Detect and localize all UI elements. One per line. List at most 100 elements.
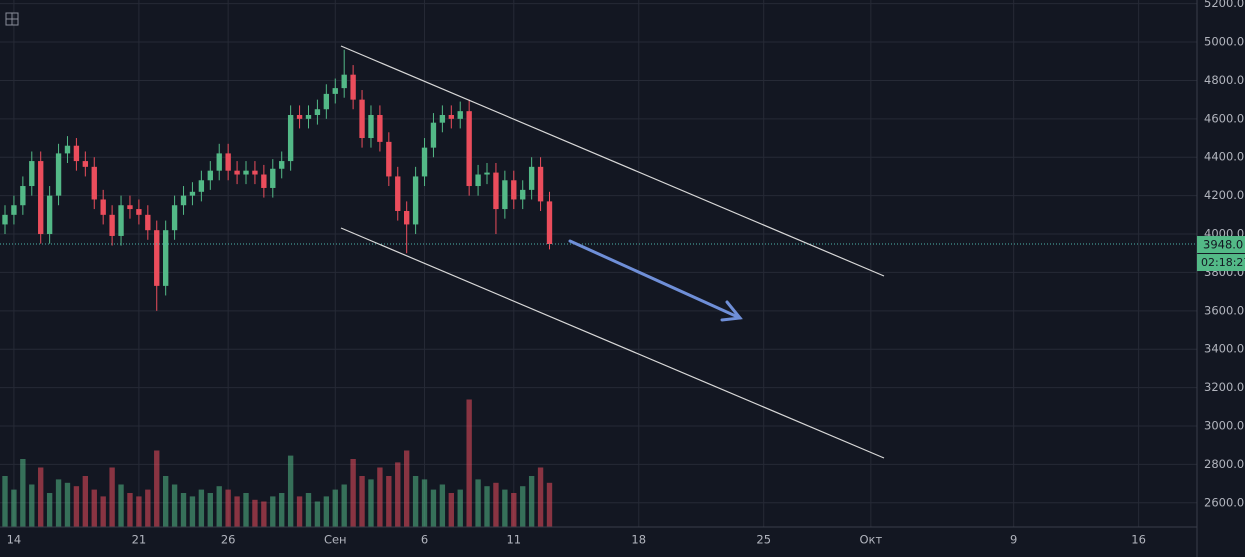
- volume-bar: [528, 476, 535, 527]
- candle-body: [448, 114, 454, 119]
- volume-bar: [55, 479, 62, 527]
- volume-bar: [180, 493, 187, 527]
- volume-bar: [314, 501, 321, 527]
- candle-body: [243, 170, 249, 175]
- last-price-label: 3948.0: [1203, 238, 1243, 252]
- candle-body: [386, 141, 392, 177]
- volume-bar: [189, 496, 196, 527]
- volume-bar: [448, 493, 454, 527]
- y-tick-label: 4600.0: [1204, 111, 1244, 125]
- volume-bar: [421, 479, 428, 527]
- volume-bar: [207, 493, 213, 527]
- x-tick-label: 6: [421, 533, 428, 547]
- candle-body: [270, 168, 276, 188]
- volume-bar: [11, 489, 17, 527]
- volume-bar: [403, 450, 410, 527]
- volume-bar: [368, 479, 374, 527]
- candle-body: [136, 209, 142, 215]
- candle-body: [305, 114, 312, 119]
- x-tick-label: Сен: [324, 533, 347, 547]
- volume-bar: [457, 489, 463, 527]
- countdown-label: 02:18:27: [1201, 256, 1245, 269]
- candle-body: [207, 170, 213, 181]
- volume-bar: [359, 476, 365, 527]
- volume-bar: [279, 493, 285, 527]
- candle-body: [350, 74, 356, 100]
- candle-body: [511, 180, 517, 200]
- axes-layer: 2600.02800.03000.03200.03400.03600.03800…: [7, 0, 1245, 547]
- candle-body: [189, 191, 196, 196]
- volume-bar: [296, 496, 303, 527]
- candle-body: [55, 153, 62, 196]
- countdown-box: [1197, 254, 1245, 272]
- candle-body: [11, 205, 17, 215]
- y-tick-label: 3400.0: [1204, 342, 1244, 356]
- candle-body: [403, 210, 410, 225]
- volume-bar: [46, 493, 53, 527]
- y-tick-label: 3000.0: [1204, 419, 1244, 433]
- candle-body: [493, 172, 499, 210]
- x-tick-label: 14: [7, 533, 22, 547]
- volume-bar: [305, 493, 312, 527]
- volume-bar: [38, 467, 44, 527]
- volume-bar: [109, 467, 115, 527]
- candle-body: [171, 205, 178, 231]
- x-tick-label: 25: [756, 533, 771, 547]
- channel-upper-line: [340, 45, 885, 277]
- y-tick-label: 4400.0: [1204, 150, 1244, 164]
- grid-layer: [0, 0, 1197, 527]
- y-tick-label: 3600.0: [1204, 303, 1244, 317]
- volume-bar: [439, 484, 446, 527]
- candle-body: [296, 114, 303, 119]
- candle-body: [475, 174, 481, 187]
- volume-bar: [171, 484, 178, 527]
- volume-bar: [430, 489, 437, 527]
- toolbar-icon[interactable]: [5, 12, 19, 26]
- candle-body: [145, 214, 151, 231]
- candle-body: [546, 201, 553, 245]
- volume-bar: [100, 496, 106, 527]
- candle-body: [502, 180, 508, 210]
- volume-bar: [332, 489, 338, 527]
- candle-body: [162, 230, 169, 286]
- candle-body: [314, 109, 321, 115]
- x-tick-label: 21: [132, 533, 147, 547]
- candle-body: [252, 170, 258, 175]
- candle-body: [537, 166, 544, 202]
- volume-bar: [546, 482, 553, 527]
- volume-bar: [162, 476, 169, 527]
- candle-body: [38, 161, 44, 235]
- volume-bar: [225, 489, 231, 527]
- volume-bar: [341, 484, 347, 527]
- volume-bar: [73, 486, 80, 527]
- volume-bar: [29, 484, 35, 527]
- candle-body: [528, 166, 535, 190]
- candle-body: [430, 122, 437, 148]
- volume-bar: [234, 496, 240, 527]
- channel-lower-line: [340, 227, 885, 459]
- candle-body: [412, 176, 419, 225]
- candle-body: [395, 176, 401, 211]
- volume-bar: [82, 476, 89, 527]
- volume-bar: [537, 467, 544, 527]
- candle-body: [127, 205, 133, 210]
- candle-body: [261, 174, 267, 188]
- candle-body: [520, 189, 526, 200]
- candle-body: [484, 172, 490, 175]
- candle-body: [118, 205, 124, 236]
- volume-bar: [350, 459, 356, 527]
- volume-bar: [127, 493, 133, 527]
- candle-body: [225, 153, 231, 171]
- volume-bar: [118, 484, 124, 527]
- volume-bar: [243, 493, 249, 527]
- candle-body: [73, 145, 80, 162]
- volume-bar: [484, 486, 490, 527]
- candle-body: [154, 230, 160, 286]
- y-tick-label: 4200.0: [1204, 188, 1244, 202]
- volume-bar: [395, 462, 401, 527]
- candle-body: [20, 186, 26, 206]
- candle-body: [234, 170, 240, 175]
